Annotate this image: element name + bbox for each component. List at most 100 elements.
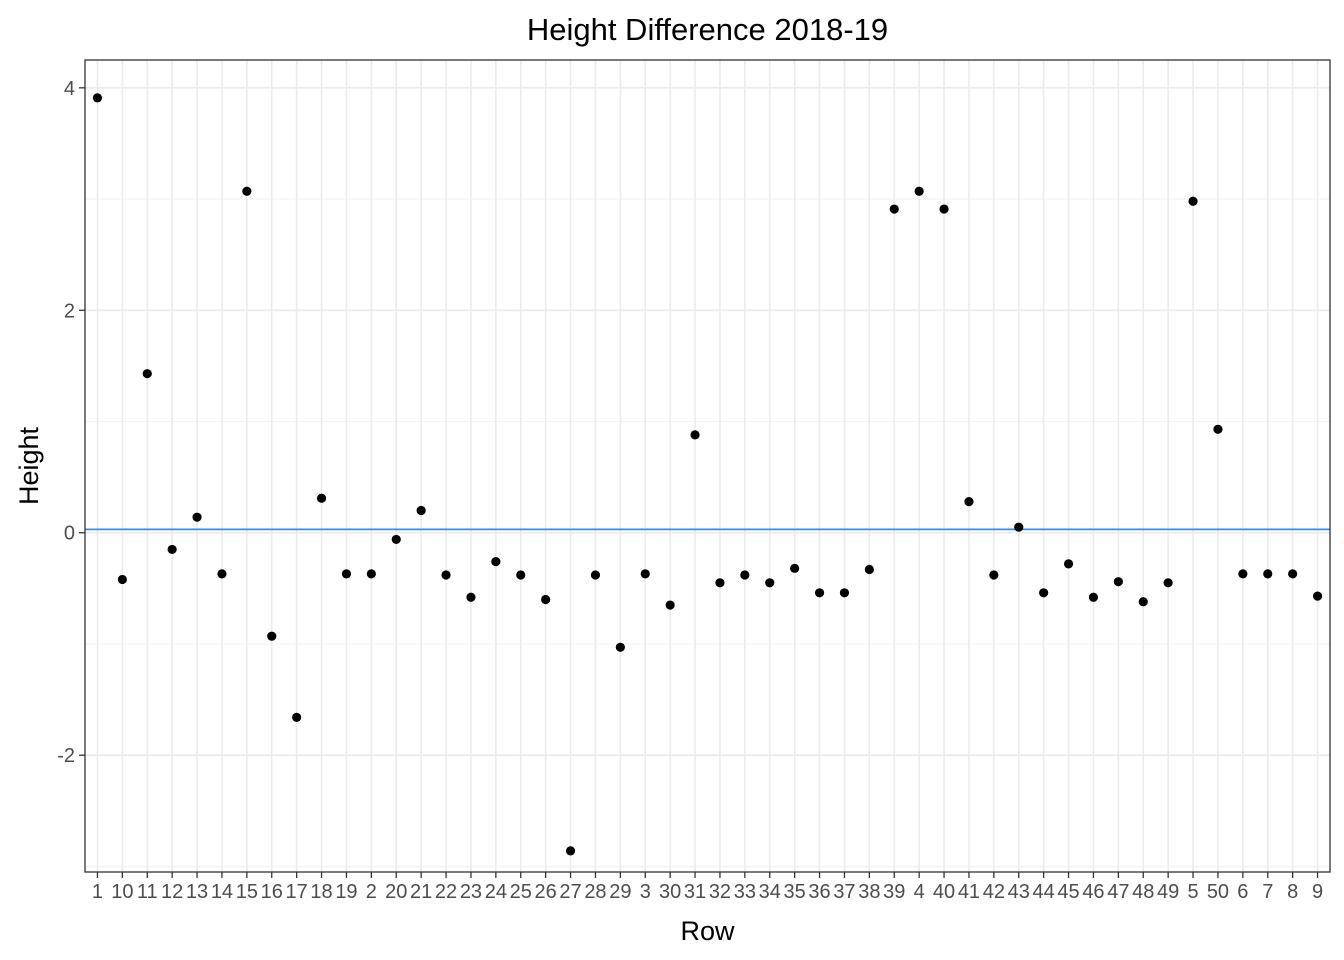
data-point — [740, 570, 750, 580]
data-point — [466, 592, 476, 602]
data-point — [1039, 588, 1049, 598]
data-point — [814, 588, 825, 598]
x-tick-label: 22 — [435, 881, 457, 903]
data-point — [1138, 597, 1148, 607]
data-point — [541, 594, 551, 605]
y-tick-label: 2 — [64, 300, 75, 322]
data-point — [217, 569, 227, 579]
x-tick-label: 3 — [640, 881, 651, 903]
major-gridlines — [85, 60, 1330, 872]
chart-title: Height Difference 2018-19 — [527, 12, 888, 47]
x-tick-label: 44 — [1033, 881, 1055, 903]
x-tick-label: 20 — [385, 881, 407, 903]
x-tick-label: 1 — [92, 881, 103, 903]
data-point — [1263, 569, 1273, 579]
y-axis-ticks: -2 0 2 4 — [57, 78, 85, 767]
x-tick-label: 48 — [1132, 881, 1154, 903]
data-point — [391, 534, 401, 545]
x-tick-label: 50 — [1207, 881, 1229, 903]
x-tick-label: 4 — [914, 881, 925, 903]
x-tick-label: 26 — [535, 881, 557, 903]
x-tick-label: 40 — [933, 881, 955, 903]
data-point — [1063, 559, 1074, 569]
data-point — [316, 493, 327, 503]
x-tick-label: 41 — [958, 881, 980, 903]
x-tick-label: 30 — [659, 881, 681, 903]
x-tick-label: 16 — [261, 881, 283, 903]
x-tick-label: 18 — [310, 881, 332, 903]
x-tick-label: 2 — [366, 881, 377, 903]
y-tick-label: -2 — [57, 745, 75, 767]
x-tick-label: 28 — [584, 881, 606, 903]
data-point — [889, 204, 899, 214]
data-point — [1088, 592, 1099, 602]
x-tick-label: 42 — [983, 881, 1005, 903]
data-point — [914, 186, 924, 196]
data-point — [1238, 569, 1248, 579]
data-point — [92, 93, 103, 103]
data-point — [1163, 578, 1173, 588]
x-tick-label: 36 — [808, 881, 830, 903]
x-tick-label: 27 — [559, 881, 581, 903]
data-point — [267, 631, 277, 641]
panel-border — [84, 59, 1331, 873]
data-point — [142, 369, 152, 379]
x-tick-label: 8 — [1287, 881, 1298, 903]
x-tick-label: 35 — [784, 881, 806, 903]
x-tick-label: 33 — [734, 881, 756, 903]
data-point — [615, 642, 625, 652]
data-point — [1312, 591, 1323, 601]
x-tick-label: 7 — [1262, 881, 1273, 903]
x-tick-label: 9 — [1312, 881, 1323, 903]
data-point — [1188, 196, 1198, 206]
data-point — [864, 564, 874, 575]
x-tick-label: 23 — [460, 881, 482, 903]
data-point — [765, 578, 775, 588]
data-point — [341, 569, 352, 579]
y-tick-label: 0 — [64, 523, 75, 545]
data-points — [92, 93, 1323, 856]
x-tick-label: 39 — [883, 881, 905, 903]
data-point — [1014, 522, 1024, 532]
data-point — [790, 563, 800, 573]
x-tick-label: 6 — [1237, 881, 1248, 903]
data-point — [640, 569, 650, 579]
x-tick-label: 47 — [1107, 881, 1129, 903]
x-tick-label: 15 — [236, 881, 258, 903]
data-point — [491, 557, 501, 567]
data-point — [1113, 577, 1123, 587]
data-point — [590, 570, 601, 580]
x-axis-ticks: 1 10 11 12 13 14 15 16 17 18 19 2 20 21 22 23 24 25 26 27 28… — [92, 872, 1323, 903]
x-tick-label: 37 — [833, 881, 855, 903]
data-point — [1288, 569, 1298, 579]
x-tick-label: 29 — [609, 881, 631, 903]
data-point — [416, 505, 426, 516]
x-tick-label: 17 — [286, 881, 308, 903]
x-tick-label: 49 — [1157, 881, 1179, 903]
data-point — [292, 712, 302, 722]
x-tick-label: 45 — [1057, 881, 1079, 903]
x-tick-label: 12 — [161, 881, 183, 903]
data-point — [192, 512, 202, 522]
x-axis-label: Row — [680, 916, 735, 946]
x-tick-label: 21 — [410, 881, 432, 903]
data-point — [989, 570, 999, 580]
data-point — [665, 600, 675, 610]
data-point — [964, 496, 974, 507]
data-point — [715, 578, 725, 588]
x-tick-label: 13 — [186, 881, 208, 903]
data-point — [167, 544, 177, 555]
x-tick-label: 25 — [510, 881, 532, 903]
data-point — [242, 186, 252, 196]
x-tick-label: 14 — [211, 881, 233, 903]
x-tick-label: 38 — [858, 881, 880, 903]
x-tick-label: 10 — [111, 881, 133, 903]
x-tick-label: 19 — [335, 881, 357, 903]
y-tick-label: 4 — [64, 78, 75, 100]
data-point — [565, 846, 576, 856]
x-tick-label: 32 — [709, 881, 731, 903]
data-point — [839, 588, 850, 598]
data-point — [690, 430, 700, 440]
x-tick-label: 24 — [485, 881, 507, 903]
